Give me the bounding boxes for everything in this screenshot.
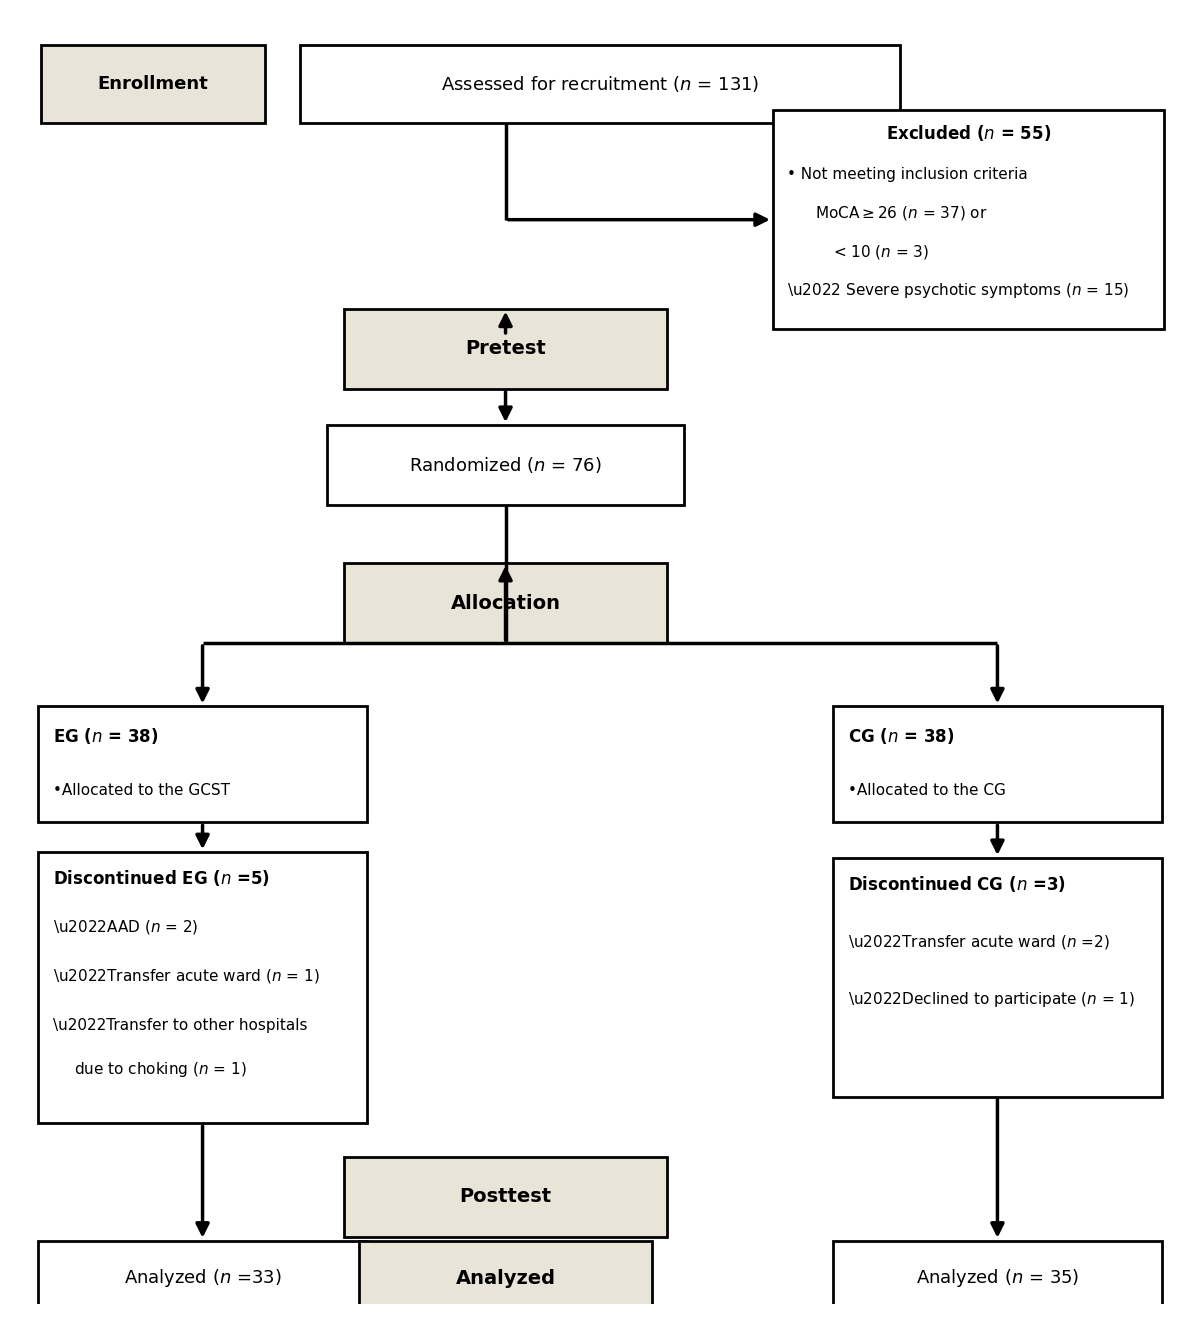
FancyBboxPatch shape bbox=[326, 425, 684, 504]
Text: \u2022Transfer acute ward ($n$ = 1): \u2022Transfer acute ward ($n$ = 1) bbox=[53, 967, 320, 985]
FancyBboxPatch shape bbox=[833, 857, 1162, 1097]
Text: due to choking ($n$ = 1): due to choking ($n$ = 1) bbox=[74, 1060, 247, 1079]
Text: Analyzed ($n$ = 35): Analyzed ($n$ = 35) bbox=[916, 1267, 1079, 1289]
Text: EG ($n$ = 38): EG ($n$ = 38) bbox=[53, 726, 160, 745]
Text: • Not meeting inclusion criteria: • Not meeting inclusion criteria bbox=[787, 167, 1027, 182]
Text: •Allocated to the CG: •Allocated to the CG bbox=[848, 782, 1006, 798]
Text: \u2022Transfer to other hospitals: \u2022Transfer to other hospitals bbox=[53, 1018, 308, 1033]
FancyBboxPatch shape bbox=[41, 46, 265, 122]
FancyBboxPatch shape bbox=[38, 852, 367, 1123]
FancyBboxPatch shape bbox=[359, 1241, 653, 1316]
FancyBboxPatch shape bbox=[773, 109, 1164, 329]
FancyBboxPatch shape bbox=[344, 1156, 667, 1237]
Text: Analyzed: Analyzed bbox=[456, 1268, 556, 1288]
Text: Discontinued CG ($n$ =3): Discontinued CG ($n$ =3) bbox=[848, 873, 1067, 894]
Text: Randomized ($n$ = 76): Randomized ($n$ = 76) bbox=[409, 454, 602, 475]
Text: Analyzed ($n$ =33): Analyzed ($n$ =33) bbox=[124, 1267, 281, 1289]
FancyBboxPatch shape bbox=[38, 706, 367, 822]
Text: Assessed for recruitment ($n$ = 131): Assessed for recruitment ($n$ = 131) bbox=[440, 74, 760, 94]
Text: MoCA$\geq$26 ($n$ = 37) or: MoCA$\geq$26 ($n$ = 37) or bbox=[816, 204, 988, 223]
Text: Pretest: Pretest bbox=[466, 340, 546, 358]
Text: \u2022AAD ($n$ = 2): \u2022AAD ($n$ = 2) bbox=[53, 918, 199, 936]
Text: Allocation: Allocation bbox=[450, 594, 560, 612]
Text: Excluded ($n$ = 55): Excluded ($n$ = 55) bbox=[886, 124, 1051, 144]
FancyBboxPatch shape bbox=[833, 1241, 1162, 1316]
Text: \u2022 Severe psychotic symptoms ($n$ = 15): \u2022 Severe psychotic symptoms ($n$ = … bbox=[787, 281, 1129, 300]
FancyBboxPatch shape bbox=[300, 46, 900, 122]
FancyBboxPatch shape bbox=[38, 1241, 367, 1316]
Text: Discontinued EG ($n$ =5): Discontinued EG ($n$ =5) bbox=[53, 868, 270, 888]
Text: •Allocated to the GCST: •Allocated to the GCST bbox=[53, 782, 230, 798]
Text: Posttest: Posttest bbox=[460, 1187, 552, 1206]
Text: \u2022Transfer acute ward ($n$ =2): \u2022Transfer acute ward ($n$ =2) bbox=[848, 932, 1110, 951]
FancyBboxPatch shape bbox=[344, 308, 667, 389]
Text: < 10 ($n$ = 3): < 10 ($n$ = 3) bbox=[833, 242, 929, 261]
FancyBboxPatch shape bbox=[344, 562, 667, 643]
Text: Enrollment: Enrollment bbox=[97, 75, 209, 94]
FancyBboxPatch shape bbox=[833, 706, 1162, 822]
Text: \u2022Declined to participate ($n$ = 1): \u2022Declined to participate ($n$ = 1) bbox=[848, 990, 1135, 1009]
Text: CG ($n$ = 38): CG ($n$ = 38) bbox=[848, 726, 955, 745]
